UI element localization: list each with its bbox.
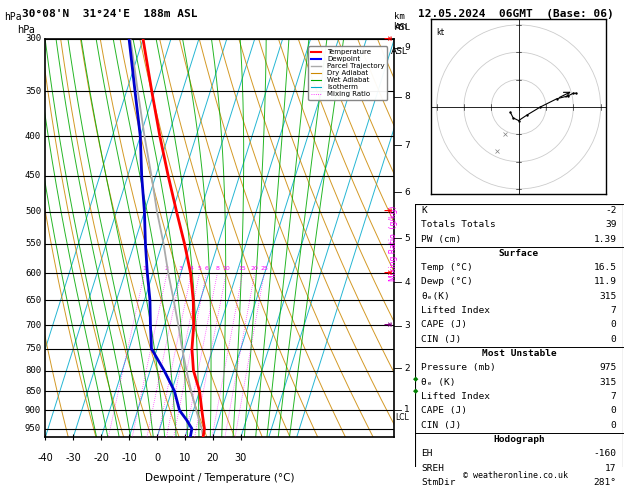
Text: θₑ (K): θₑ (K) bbox=[421, 378, 456, 387]
Text: EH: EH bbox=[421, 449, 433, 458]
Text: Lifted Index: Lifted Index bbox=[421, 306, 491, 315]
Text: -20: -20 bbox=[93, 453, 109, 463]
Text: Mixing Ratio  (g/kg): Mixing Ratio (g/kg) bbox=[389, 205, 398, 281]
Text: hPa: hPa bbox=[17, 25, 35, 35]
Text: -10: -10 bbox=[121, 453, 137, 463]
Text: 850: 850 bbox=[25, 386, 41, 396]
Text: 6: 6 bbox=[204, 266, 208, 271]
Text: Lifted Index: Lifted Index bbox=[421, 392, 491, 401]
Text: 315: 315 bbox=[599, 378, 616, 387]
Text: 5: 5 bbox=[198, 266, 201, 271]
Text: 750: 750 bbox=[25, 344, 41, 353]
Text: 30°08'N  31°24'E  188m ASL: 30°08'N 31°24'E 188m ASL bbox=[22, 9, 198, 19]
Text: K: K bbox=[421, 206, 427, 215]
Text: 1: 1 bbox=[404, 405, 410, 415]
Text: CIN (J): CIN (J) bbox=[421, 421, 462, 430]
Text: Hodograph: Hodograph bbox=[493, 435, 545, 444]
Legend: Temperature, Dewpoint, Parcel Trajectory, Dry Adiabat, Wet Adiabat, Isotherm, Mi: Temperature, Dewpoint, Parcel Trajectory… bbox=[308, 46, 387, 100]
Text: kt: kt bbox=[437, 28, 445, 36]
Text: 12.05.2024  06GMT  (Base: 06): 12.05.2024 06GMT (Base: 06) bbox=[418, 9, 614, 19]
Text: ◆: ◆ bbox=[413, 388, 419, 394]
Text: 1.39: 1.39 bbox=[594, 235, 616, 243]
Text: 900: 900 bbox=[25, 406, 41, 415]
Text: 350: 350 bbox=[25, 87, 41, 96]
Text: CAPE (J): CAPE (J) bbox=[421, 406, 467, 416]
Text: 20: 20 bbox=[251, 266, 259, 271]
Text: 7: 7 bbox=[611, 306, 616, 315]
Text: 1: 1 bbox=[142, 266, 147, 271]
Text: Pressure (mb): Pressure (mb) bbox=[421, 364, 496, 372]
Text: 281°: 281° bbox=[594, 478, 616, 486]
Text: 30: 30 bbox=[235, 453, 247, 463]
Text: 7: 7 bbox=[611, 392, 616, 401]
Text: 10: 10 bbox=[179, 453, 191, 463]
Text: -2: -2 bbox=[605, 206, 616, 215]
Text: PW (cm): PW (cm) bbox=[421, 235, 462, 243]
Text: km: km bbox=[392, 22, 407, 31]
Text: 0: 0 bbox=[611, 335, 616, 344]
Text: 975: 975 bbox=[599, 364, 616, 372]
Text: 6: 6 bbox=[404, 188, 410, 197]
Text: 450: 450 bbox=[25, 172, 41, 180]
Text: 15: 15 bbox=[239, 266, 247, 271]
Text: 8: 8 bbox=[404, 92, 410, 101]
Text: 8: 8 bbox=[215, 266, 220, 271]
Text: km
ASL: km ASL bbox=[394, 12, 411, 32]
Text: CIN (J): CIN (J) bbox=[421, 335, 462, 344]
Text: 2: 2 bbox=[404, 364, 409, 373]
Text: 0: 0 bbox=[154, 453, 160, 463]
Text: -40: -40 bbox=[37, 453, 53, 463]
Text: 9: 9 bbox=[404, 43, 410, 52]
Text: 5: 5 bbox=[404, 234, 410, 243]
Text: ASL: ASL bbox=[391, 47, 408, 56]
Text: ⇥: ⇥ bbox=[383, 34, 391, 44]
Text: 400: 400 bbox=[25, 132, 41, 140]
Text: 3: 3 bbox=[179, 266, 183, 271]
Text: 0: 0 bbox=[611, 320, 616, 330]
Text: 7: 7 bbox=[404, 141, 410, 150]
Text: Most Unstable: Most Unstable bbox=[482, 349, 556, 358]
Text: StmDir: StmDir bbox=[421, 478, 456, 486]
Text: hPa: hPa bbox=[4, 12, 22, 22]
Text: 700: 700 bbox=[25, 321, 41, 330]
Text: 25: 25 bbox=[260, 266, 268, 271]
Text: 550: 550 bbox=[25, 239, 41, 248]
Text: Surface: Surface bbox=[499, 249, 539, 258]
Text: 600: 600 bbox=[25, 269, 41, 278]
Text: 2: 2 bbox=[165, 266, 169, 271]
Text: 650: 650 bbox=[25, 296, 41, 305]
Text: 0: 0 bbox=[611, 406, 616, 416]
Text: -160: -160 bbox=[594, 449, 616, 458]
Text: -30: -30 bbox=[65, 453, 81, 463]
Text: © weatheronline.co.uk: © weatheronline.co.uk bbox=[464, 471, 568, 480]
Text: ⇥: ⇥ bbox=[383, 268, 391, 278]
Text: 10: 10 bbox=[222, 266, 230, 271]
Text: θₑ(K): θₑ(K) bbox=[421, 292, 450, 301]
Text: 20: 20 bbox=[207, 453, 219, 463]
Text: SREH: SREH bbox=[421, 464, 444, 472]
Text: 300: 300 bbox=[25, 35, 41, 43]
Text: 17: 17 bbox=[605, 464, 616, 472]
Text: Dewp (°C): Dewp (°C) bbox=[421, 278, 473, 286]
Text: 4: 4 bbox=[189, 266, 193, 271]
Text: Totals Totals: Totals Totals bbox=[421, 220, 496, 229]
Text: 16.5: 16.5 bbox=[594, 263, 616, 272]
Text: LCL: LCL bbox=[395, 413, 409, 422]
Text: ⇥: ⇥ bbox=[383, 207, 391, 217]
Text: 315: 315 bbox=[599, 292, 616, 301]
Text: 500: 500 bbox=[25, 207, 41, 216]
Text: Temp (°C): Temp (°C) bbox=[421, 263, 473, 272]
Text: 3: 3 bbox=[404, 321, 410, 330]
Text: ⇥: ⇥ bbox=[383, 320, 391, 330]
Text: 0: 0 bbox=[611, 421, 616, 430]
Text: 39: 39 bbox=[605, 220, 616, 229]
Text: 11.9: 11.9 bbox=[594, 278, 616, 286]
Text: CAPE (J): CAPE (J) bbox=[421, 320, 467, 330]
Text: 4: 4 bbox=[404, 278, 409, 287]
Text: 800: 800 bbox=[25, 366, 41, 375]
Text: Dewpoint / Temperature (°C): Dewpoint / Temperature (°C) bbox=[145, 473, 294, 483]
Text: 950: 950 bbox=[25, 424, 41, 433]
Text: ◆: ◆ bbox=[413, 376, 419, 382]
